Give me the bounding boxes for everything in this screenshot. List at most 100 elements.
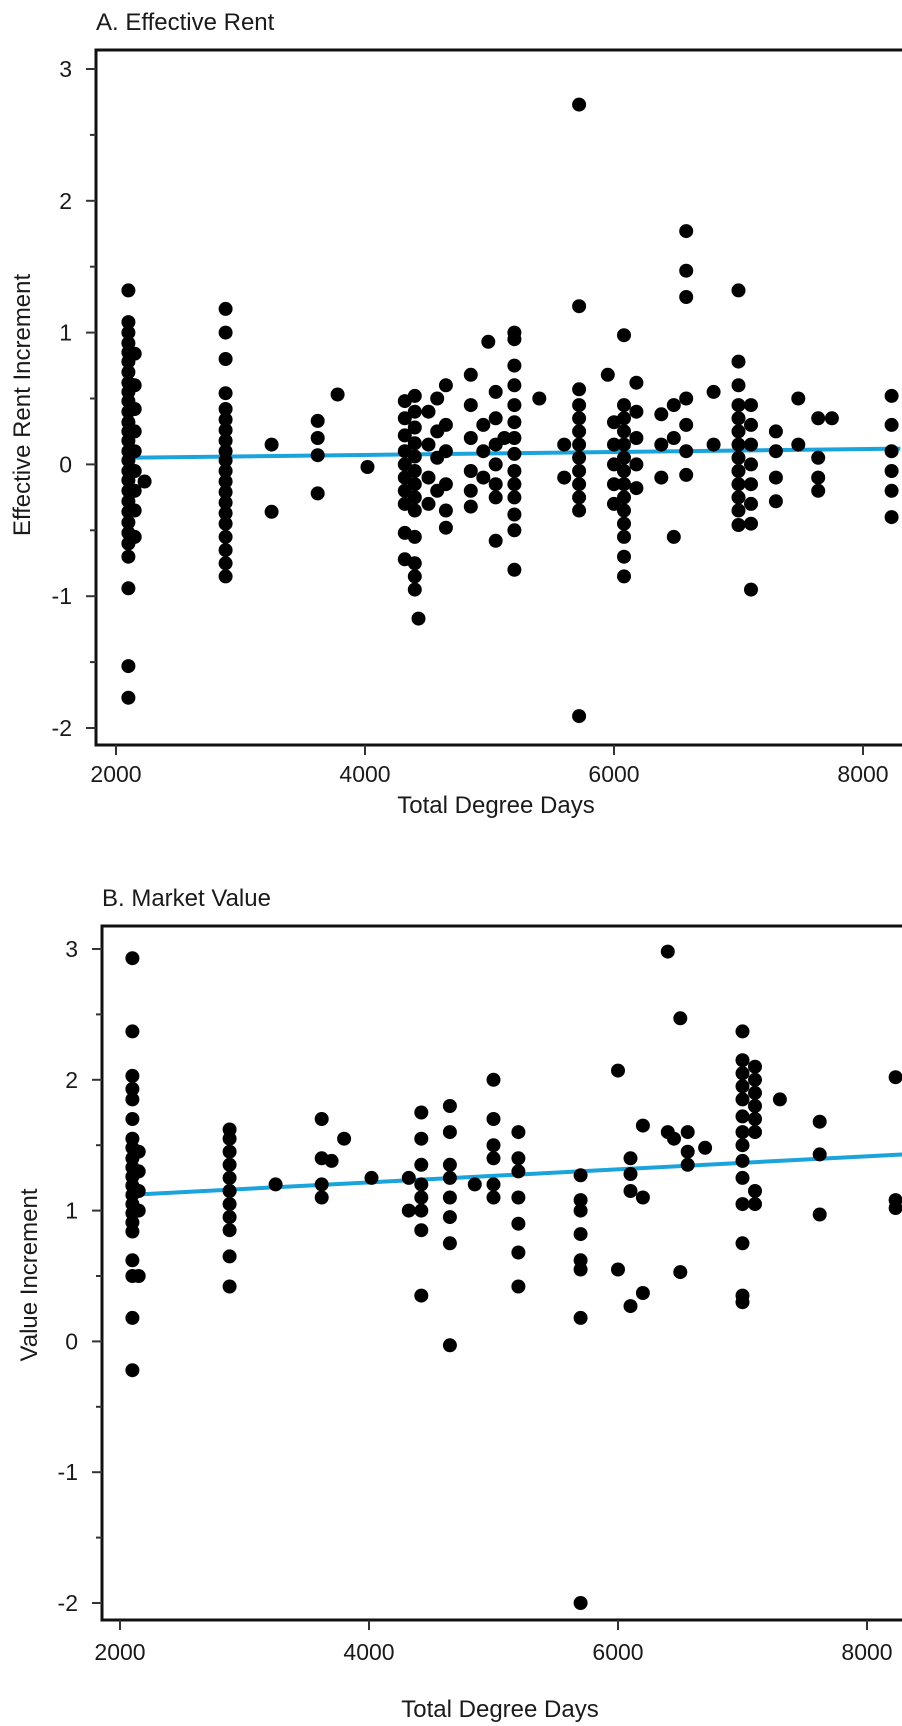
scatter-point xyxy=(121,659,136,674)
scatter-point xyxy=(744,477,758,492)
scatter-point xyxy=(488,477,503,492)
y-tick-label: 3 xyxy=(65,936,78,962)
scatter-point xyxy=(532,391,547,406)
scatter-point xyxy=(629,375,644,390)
scatter-point xyxy=(131,1144,146,1159)
scatter-point xyxy=(310,448,325,463)
scatter-point xyxy=(463,483,478,498)
scatter-point xyxy=(121,581,136,596)
scatter-point xyxy=(411,611,426,626)
scatter-point xyxy=(222,1157,237,1172)
scatter-point xyxy=(884,510,899,525)
scatter-point xyxy=(611,1262,625,1277)
scatter-point xyxy=(572,424,587,439)
scatter-point xyxy=(623,1151,638,1166)
scatter-point xyxy=(573,1203,588,1218)
scatter-point xyxy=(673,1265,688,1280)
scatter-point xyxy=(768,424,783,439)
scatter-point xyxy=(507,358,522,373)
scatter-point xyxy=(744,516,758,531)
scatter-point xyxy=(679,224,694,239)
scatter-point xyxy=(127,346,142,361)
scatter-point xyxy=(121,315,136,330)
chart-title: A. Effective Rent xyxy=(96,9,275,36)
scatter-point xyxy=(600,367,615,382)
scatter-point xyxy=(218,453,233,468)
scatter-point xyxy=(127,424,142,439)
y-tick-label: 2 xyxy=(65,1067,78,1093)
scatter-point xyxy=(617,569,631,584)
scatter-point xyxy=(218,495,233,510)
scatter-point xyxy=(481,334,496,349)
scatter-point xyxy=(735,1197,750,1212)
scatter-point xyxy=(811,450,826,465)
scatter-point xyxy=(617,490,631,505)
scatter-point xyxy=(888,1070,902,1085)
scatter-point xyxy=(507,431,522,445)
x-tick-label: 4000 xyxy=(343,1639,394,1665)
scatter-point xyxy=(421,437,436,452)
scatter-point xyxy=(573,1310,588,1325)
scatter-point xyxy=(811,470,826,485)
scatter-point xyxy=(360,460,375,474)
scatter-point xyxy=(507,507,522,522)
scatter-point xyxy=(268,1177,283,1192)
scatter-point xyxy=(407,477,422,492)
scatter-point xyxy=(218,412,233,427)
scatter-point xyxy=(673,1011,688,1026)
scatter-point xyxy=(486,1151,501,1166)
scatter-point xyxy=(731,424,746,439)
scatter-point xyxy=(511,1216,526,1231)
scatter-point xyxy=(125,1068,140,1083)
scatter-point xyxy=(218,516,233,531)
scatter-point xyxy=(572,398,587,413)
scatter-point xyxy=(222,1210,237,1225)
scatter-point xyxy=(666,431,681,445)
scatter-point xyxy=(511,1245,526,1260)
scatter-point xyxy=(407,464,422,478)
scatter-point xyxy=(888,1201,902,1215)
scatter-point xyxy=(121,549,136,564)
scatter-point xyxy=(218,402,233,416)
scatter-point xyxy=(310,431,325,445)
scatter-point xyxy=(748,1059,762,1074)
scatter-point xyxy=(310,486,325,501)
scatter-point xyxy=(407,404,422,419)
scatter-point xyxy=(666,398,681,413)
scatter-point xyxy=(507,477,522,492)
scatter-point xyxy=(218,423,233,438)
scatter-point xyxy=(438,417,453,432)
scatter-point xyxy=(222,1131,237,1146)
y-axis-label: Value Increment xyxy=(16,1188,43,1361)
scatter-point xyxy=(127,503,142,518)
scatter-point xyxy=(507,562,522,577)
scatter-point xyxy=(438,444,453,459)
scatter-point xyxy=(654,437,669,452)
scatter-point xyxy=(337,1131,352,1146)
scatter-point xyxy=(131,1269,146,1283)
scatter-point xyxy=(573,1596,588,1610)
scatter-point xyxy=(131,1184,146,1198)
scatter-point xyxy=(264,437,279,452)
x-axis-label: Total Degree Days xyxy=(397,792,594,819)
scatter-point xyxy=(125,1092,140,1107)
scatter-point xyxy=(824,411,839,426)
scatter-point xyxy=(442,1170,457,1185)
scatter-point xyxy=(884,483,899,498)
scatter-point xyxy=(407,490,422,505)
scatter-point xyxy=(222,1249,237,1264)
scatter-point xyxy=(735,1066,750,1081)
scatter-point xyxy=(218,556,233,571)
scatter-point xyxy=(430,391,445,406)
scatter-point xyxy=(407,420,422,435)
scatter-point xyxy=(401,1203,416,1218)
scatter-point xyxy=(680,1157,695,1172)
scatter-point xyxy=(811,483,826,498)
scatter-point xyxy=(607,477,621,492)
scatter-point xyxy=(497,431,512,445)
scatter-point xyxy=(218,301,233,316)
scatter-point xyxy=(218,543,233,558)
scatter-point xyxy=(486,1138,501,1153)
scatter-point xyxy=(654,407,669,422)
scatter-point xyxy=(407,503,422,518)
